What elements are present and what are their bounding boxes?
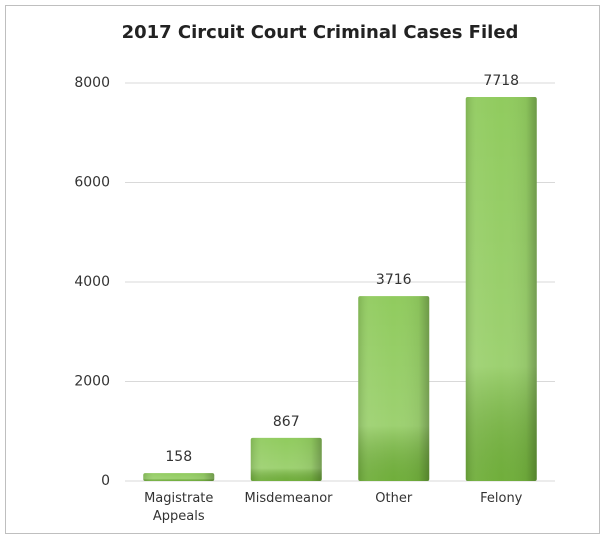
y-tick-label: 6000 [74,175,110,191]
bar-group [358,296,430,481]
bar [250,437,322,481]
chart-title: 2017 Circuit Court Criminal Cases Filed [122,22,519,43]
x-tick-label-box: Felony [480,491,523,506]
y-tick-label: 0 [101,473,110,489]
x-tick-label-box: Misdemeanor [244,491,333,506]
x-tick-label: Misdemeanor [244,491,333,506]
x-tick-label: Other [375,491,413,506]
y-tick-label: 4000 [74,274,110,290]
x-tick-label: Magistrate Appeals [144,491,214,524]
data-label: 7718 [483,73,519,89]
bar [358,296,430,481]
bar-group [143,473,215,481]
bar-group [465,97,537,481]
y-tick-label: 2000 [74,374,110,390]
x-tick-label-box: Other [375,491,413,506]
bar-group [250,437,322,481]
bar [465,97,537,481]
data-label: 158 [165,449,192,465]
x-tick-label: Felony [480,491,523,506]
data-label: 867 [273,414,300,430]
y-tick-label: 8000 [74,75,110,91]
bar [143,473,215,481]
x-tick-label-box: Magistrate Appeals [144,491,214,524]
data-label: 3716 [376,272,412,288]
